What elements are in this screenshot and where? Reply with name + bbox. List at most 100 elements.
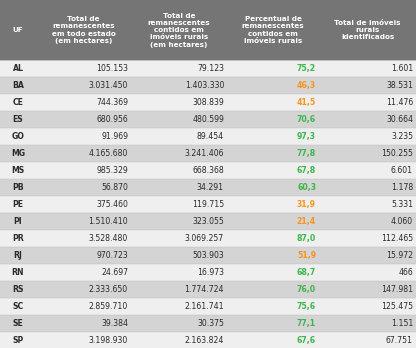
Text: 112.465: 112.465: [381, 234, 413, 243]
Text: SE: SE: [12, 319, 23, 328]
Text: MS: MS: [11, 166, 25, 175]
Text: 105.153: 105.153: [96, 64, 128, 73]
Text: 41,5: 41,5: [297, 98, 316, 107]
Text: SC: SC: [12, 302, 24, 311]
Text: 21,4: 21,4: [297, 217, 316, 226]
Text: 3.235: 3.235: [391, 132, 413, 141]
Bar: [0, 0, 416, 60]
Text: 77,8: 77,8: [297, 149, 316, 158]
Text: 3.528.480: 3.528.480: [89, 234, 128, 243]
Bar: [0, 145, 416, 162]
Text: 79.123: 79.123: [197, 64, 224, 73]
Bar: [0, 94, 416, 111]
Text: 125.475: 125.475: [381, 302, 413, 311]
Text: Percentual de
remanescentes
contidos em
imóveis rurais: Percentual de remanescentes contidos em …: [242, 16, 305, 44]
Text: UF: UF: [12, 27, 23, 33]
Text: 91.969: 91.969: [101, 132, 128, 141]
Bar: [0, 213, 416, 230]
Text: 503.903: 503.903: [192, 251, 224, 260]
Bar: [0, 77, 416, 94]
Bar: [0, 196, 416, 213]
Text: ES: ES: [12, 115, 23, 124]
Text: 15.972: 15.972: [386, 251, 413, 260]
Text: 89.454: 89.454: [197, 132, 224, 141]
Text: 147.981: 147.981: [381, 285, 413, 294]
Text: 3.198.930: 3.198.930: [89, 336, 128, 345]
Text: 67.751: 67.751: [386, 336, 413, 345]
Text: 3.031.450: 3.031.450: [89, 81, 128, 90]
Text: PB: PB: [12, 183, 24, 192]
Text: 31,9: 31,9: [297, 200, 316, 209]
Text: 1.403.330: 1.403.330: [185, 81, 224, 90]
Text: 1.510.410: 1.510.410: [88, 217, 128, 226]
Text: 30.375: 30.375: [197, 319, 224, 328]
Text: Total de
remanescentes
contidos em
imóveis rurais
(em hectares): Total de remanescentes contidos em imóve…: [148, 13, 210, 47]
Text: 1.601: 1.601: [391, 64, 413, 73]
Text: 985.329: 985.329: [96, 166, 128, 175]
Bar: [0, 332, 416, 348]
Text: Total de imóveis
rurais
identificados: Total de imóveis rurais identificados: [334, 20, 401, 40]
Text: 67,8: 67,8: [297, 166, 316, 175]
Bar: [0, 247, 416, 264]
Text: 46,3: 46,3: [297, 81, 316, 90]
Text: 30.664: 30.664: [386, 115, 413, 124]
Text: 51,9: 51,9: [297, 251, 316, 260]
Text: 75,2: 75,2: [297, 64, 316, 73]
Text: RJ: RJ: [14, 251, 22, 260]
Text: Total de
remanescentes
em todo estado
(em hectares): Total de remanescentes em todo estado (e…: [52, 16, 115, 44]
Text: PE: PE: [12, 200, 23, 209]
Text: 11.476: 11.476: [386, 98, 413, 107]
Text: 1.774.724: 1.774.724: [185, 285, 224, 294]
Text: 56.870: 56.870: [101, 183, 128, 192]
Text: 1.178: 1.178: [391, 183, 413, 192]
Text: 970.723: 970.723: [96, 251, 128, 260]
Text: SP: SP: [12, 336, 24, 345]
Text: 2.163.824: 2.163.824: [185, 336, 224, 345]
Bar: [0, 281, 416, 298]
Text: 38.531: 38.531: [386, 81, 413, 90]
Text: 668.368: 668.368: [192, 166, 224, 175]
Text: 5.331: 5.331: [391, 200, 413, 209]
Text: 308.839: 308.839: [192, 98, 224, 107]
Bar: [0, 230, 416, 247]
Text: AL: AL: [12, 64, 23, 73]
Text: 67,6: 67,6: [297, 336, 316, 345]
Bar: [0, 264, 416, 281]
Text: 1.151: 1.151: [391, 319, 413, 328]
Text: 744.369: 744.369: [96, 98, 128, 107]
Text: 16.973: 16.973: [197, 268, 224, 277]
Text: 6.601: 6.601: [391, 166, 413, 175]
Text: 2.161.741: 2.161.741: [184, 302, 224, 311]
Text: 68,7: 68,7: [297, 268, 316, 277]
Text: 150.255: 150.255: [381, 149, 413, 158]
Text: 3.069.257: 3.069.257: [185, 234, 224, 243]
Text: GO: GO: [12, 132, 25, 141]
Bar: [0, 298, 416, 315]
Text: 97,3: 97,3: [297, 132, 316, 141]
Bar: [0, 60, 416, 77]
Bar: [0, 111, 416, 128]
Text: 60,3: 60,3: [297, 183, 316, 192]
Text: 2.333.650: 2.333.650: [89, 285, 128, 294]
Text: CE: CE: [12, 98, 23, 107]
Text: 119.715: 119.715: [192, 200, 224, 209]
Text: 323.055: 323.055: [192, 217, 224, 226]
Text: 480.599: 480.599: [192, 115, 224, 124]
Text: BA: BA: [12, 81, 24, 90]
Text: 375.460: 375.460: [96, 200, 128, 209]
Text: 70,6: 70,6: [297, 115, 316, 124]
Text: PI: PI: [14, 217, 22, 226]
Text: 77,1: 77,1: [297, 319, 316, 328]
Bar: [0, 315, 416, 332]
Bar: [0, 128, 416, 145]
Text: 24.697: 24.697: [101, 268, 128, 277]
Text: 75,6: 75,6: [297, 302, 316, 311]
Text: 3.241.406: 3.241.406: [185, 149, 224, 158]
Text: 4.060: 4.060: [391, 217, 413, 226]
Text: RS: RS: [12, 285, 24, 294]
Text: 2.859.710: 2.859.710: [89, 302, 128, 311]
Text: 34.291: 34.291: [197, 183, 224, 192]
Text: 680.956: 680.956: [96, 115, 128, 124]
Text: 76,0: 76,0: [297, 285, 316, 294]
Text: 4.165.680: 4.165.680: [89, 149, 128, 158]
